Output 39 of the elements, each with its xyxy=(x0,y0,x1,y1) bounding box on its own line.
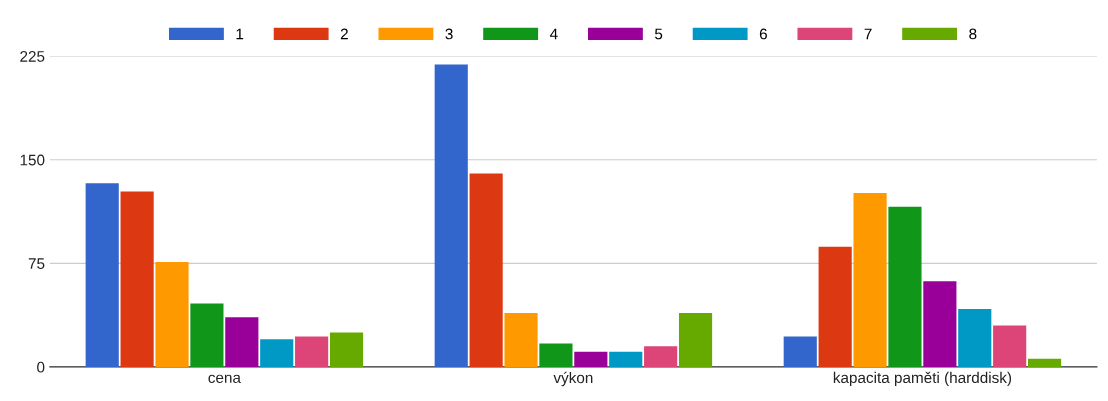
bar xyxy=(295,336,329,367)
bar xyxy=(958,308,992,367)
legend-label: 3 xyxy=(445,28,453,40)
y-tick-label: 225 xyxy=(20,51,45,62)
legend-label: 2 xyxy=(340,28,348,40)
bar xyxy=(190,303,224,367)
y-tick-label: 0 xyxy=(37,361,45,373)
bar xyxy=(993,325,1027,367)
legend-label: 5 xyxy=(654,28,663,40)
bar xyxy=(574,351,608,367)
legend-label: 8 xyxy=(969,28,977,40)
x-tick-label: výkon xyxy=(553,371,593,387)
legend-label: 7 xyxy=(864,28,872,40)
bar xyxy=(260,339,294,367)
y-tick-label: 75 xyxy=(28,258,45,270)
bar xyxy=(1027,358,1062,367)
bar xyxy=(609,351,643,367)
legend-label: 4 xyxy=(549,28,558,40)
x-tick-label: kapacita paměti (harddisk) xyxy=(833,371,1012,387)
y-tick-label: 150 xyxy=(20,154,45,166)
bar xyxy=(155,261,189,367)
bar xyxy=(504,313,538,367)
bar xyxy=(434,64,468,367)
bar xyxy=(85,183,119,367)
bar xyxy=(853,192,887,367)
bar xyxy=(469,173,503,367)
bar xyxy=(225,317,259,367)
bar xyxy=(539,343,573,367)
bar xyxy=(329,332,364,367)
bar xyxy=(783,336,817,367)
bar xyxy=(923,281,957,367)
bar xyxy=(888,206,922,367)
legend-label: 1 xyxy=(236,28,244,40)
bar xyxy=(818,246,852,367)
x-tick-label: cena xyxy=(208,374,241,383)
bar xyxy=(120,191,154,367)
bar xyxy=(678,313,713,367)
bar xyxy=(644,346,678,367)
legend-label: 6 xyxy=(759,28,767,40)
